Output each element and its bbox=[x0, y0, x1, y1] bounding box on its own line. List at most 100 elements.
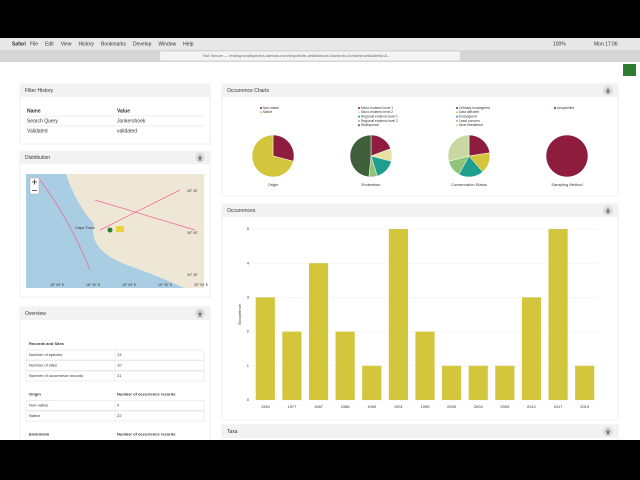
legend-dot bbox=[456, 111, 458, 114]
y-tick-label: 3 bbox=[247, 294, 250, 299]
legend-label: Non-native bbox=[263, 106, 279, 110]
bar[interactable] bbox=[255, 297, 275, 400]
legend-label: Critically endangered bbox=[459, 106, 490, 110]
legend-label: Least concern bbox=[459, 119, 480, 123]
address-field[interactable] bbox=[160, 51, 460, 61]
legend-label: Micro-endemic level 1 bbox=[361, 106, 393, 110]
corner-button[interactable] bbox=[623, 64, 636, 76]
panel-title: Filter History bbox=[25, 88, 54, 94]
table-cell: validated bbox=[117, 128, 137, 134]
legend-label: Data deficient bbox=[459, 110, 479, 114]
row-value: 9 bbox=[117, 403, 120, 408]
x-tick-label: 1990 bbox=[367, 404, 377, 409]
panel-header bbox=[222, 204, 618, 217]
map-lon: 20° 00' E bbox=[194, 283, 209, 287]
legend-label: Regional endemic level 1 bbox=[361, 114, 398, 118]
menu-item[interactable]: Edit bbox=[45, 41, 54, 47]
map-lat: 33° 30' bbox=[187, 189, 198, 193]
x-tick-label: 2004 bbox=[474, 404, 484, 409]
x-tick-label: 2017 bbox=[554, 404, 564, 409]
menu-bar bbox=[0, 38, 640, 50]
table-cell: Validated bbox=[27, 128, 48, 134]
download-icon bbox=[605, 208, 611, 214]
legend-dot bbox=[358, 119, 360, 122]
panel-header bbox=[222, 425, 618, 438]
legend-label: Unspecified bbox=[557, 106, 574, 110]
panel-header bbox=[20, 151, 210, 164]
panel-header bbox=[222, 84, 618, 97]
legend-label: Endangered bbox=[459, 114, 477, 118]
x-tick-label: 2000 bbox=[447, 404, 457, 409]
row-label: Number of occurrence records bbox=[29, 373, 83, 378]
road bbox=[39, 179, 196, 271]
legend-dot bbox=[358, 111, 360, 114]
bar[interactable] bbox=[415, 331, 435, 400]
legend-dot bbox=[260, 111, 262, 114]
x-tick-label: 1934 bbox=[261, 404, 271, 409]
y-tick-label: 1 bbox=[247, 363, 250, 368]
legend-dot bbox=[358, 107, 360, 109]
zoom-control[interactable] bbox=[29, 177, 40, 195]
menu-item[interactable]: Bookmarks bbox=[101, 41, 127, 47]
map-lon: 18° 30' E bbox=[86, 283, 101, 287]
bar[interactable] bbox=[548, 229, 568, 400]
bar[interactable] bbox=[521, 297, 542, 400]
legend-label: Regional endemic level 2 bbox=[361, 119, 398, 123]
y-tick-label: 2 bbox=[247, 329, 250, 334]
map-place: Cape Town bbox=[75, 225, 95, 230]
map-lat: 34° 30' bbox=[187, 273, 198, 277]
map-lon: 19° 30' E bbox=[158, 283, 173, 287]
bar[interactable] bbox=[308, 263, 329, 400]
bar[interactable] bbox=[575, 365, 595, 400]
x-tick-label: 1987 bbox=[314, 404, 324, 409]
legend-dot bbox=[456, 119, 458, 122]
row-value: 31 bbox=[117, 373, 122, 378]
x-tick-label: 1988 bbox=[341, 404, 351, 409]
bar[interactable] bbox=[335, 331, 355, 400]
pie-slice bbox=[251, 134, 294, 178]
y-tick-label: 4 bbox=[247, 260, 250, 265]
panel-header bbox=[20, 84, 210, 97]
section-title: Endemism bbox=[29, 432, 50, 437]
legend-dot bbox=[456, 115, 458, 118]
menu-item[interactable]: View bbox=[61, 41, 72, 47]
bar[interactable] bbox=[495, 365, 515, 400]
map-lat: 34° 00' bbox=[187, 231, 198, 235]
legend-label: Widespread bbox=[361, 123, 379, 127]
legend-dot bbox=[554, 107, 556, 109]
y-tick-label: 5 bbox=[247, 226, 250, 231]
section-column: Number of occurrence records bbox=[117, 432, 176, 437]
pie-slice bbox=[545, 134, 589, 178]
download-icon bbox=[197, 155, 203, 161]
row-value: 22 bbox=[117, 413, 122, 418]
site-marker[interactable] bbox=[107, 227, 113, 233]
pie-slice bbox=[447, 134, 470, 162]
y-axis-label: Occurrence bbox=[237, 303, 242, 324]
legend-dot bbox=[456, 107, 458, 109]
download-icon bbox=[197, 311, 203, 317]
site-highlight bbox=[116, 226, 124, 232]
bar[interactable] bbox=[282, 331, 302, 400]
section-column: Number of occurrence records bbox=[117, 392, 176, 397]
bar[interactable] bbox=[468, 365, 488, 400]
legend-label: Micro-endemic level 2 bbox=[361, 110, 393, 114]
bar[interactable] bbox=[442, 365, 462, 400]
menu-item[interactable]: File bbox=[30, 41, 38, 47]
row-label: Native bbox=[29, 413, 41, 418]
x-tick-label: 2012 bbox=[527, 404, 537, 409]
map-lon: 19° 00' E bbox=[122, 283, 137, 287]
menu-item[interactable]: Help bbox=[183, 41, 194, 47]
sea bbox=[26, 174, 184, 288]
legend-label: Near threatened bbox=[459, 123, 483, 127]
menu-item[interactable]: History bbox=[78, 41, 94, 47]
url[interactable]: Not Secure — testing.healthyrivers.karto… bbox=[203, 53, 390, 58]
battery: 100% bbox=[553, 41, 566, 47]
bar[interactable] bbox=[362, 365, 382, 400]
menu-item[interactable]: Window bbox=[158, 41, 176, 47]
menu-item[interactable]: Develop bbox=[133, 41, 152, 47]
section-title: Origin bbox=[29, 392, 41, 397]
bar[interactable] bbox=[388, 229, 408, 400]
y-tick-label: 0 bbox=[247, 397, 250, 402]
app-menu[interactable]: Safari bbox=[12, 41, 27, 47]
